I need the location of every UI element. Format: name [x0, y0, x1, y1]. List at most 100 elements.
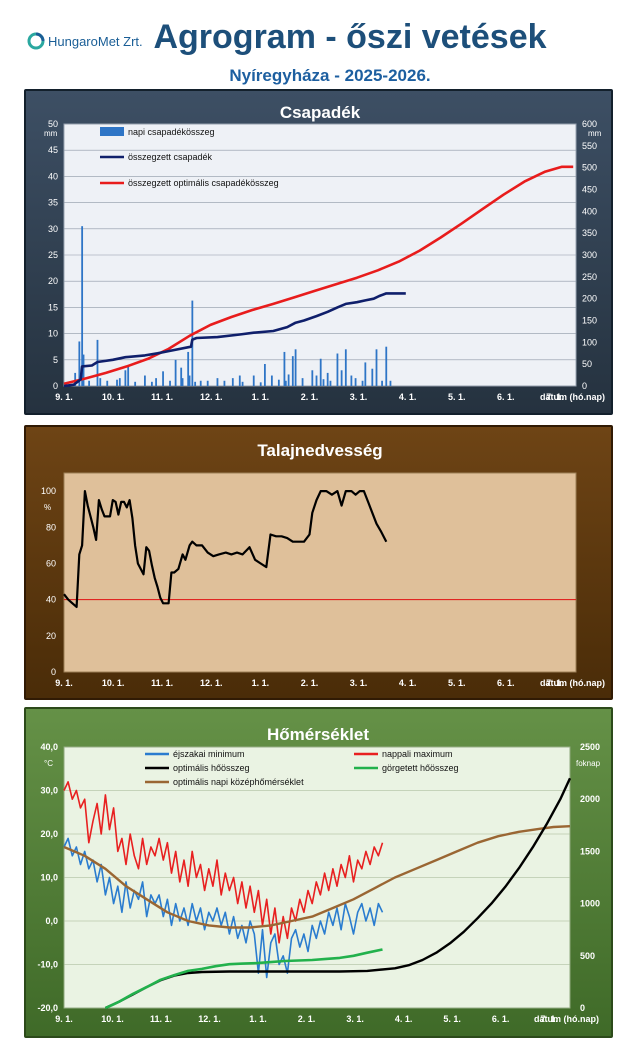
logo-swirl-icon	[27, 32, 45, 50]
precip-daily-bar	[78, 341, 81, 386]
precip-ytick-right: 350	[582, 228, 597, 238]
temp-ytick-right: 0	[580, 1003, 585, 1013]
logo-text: HungaroMet Zrt.	[48, 33, 143, 49]
precip-daily-bar	[74, 372, 77, 386]
soil-ytick: 100	[41, 486, 56, 496]
precip-daily-bar	[375, 349, 378, 386]
precip-daily-bar	[199, 380, 202, 386]
precip-daily-bar	[180, 367, 183, 386]
precip-ylabel-left: mm	[44, 129, 58, 138]
precip-ytick-left: 35	[48, 198, 58, 208]
precip-ytick-left: 5	[53, 355, 58, 365]
precip-daily-bar	[238, 375, 241, 386]
temp-ytick-right: 2500	[580, 742, 600, 752]
tmin-line	[63, 837, 384, 979]
precip-daily-bar	[216, 378, 219, 386]
legend-daily-precip: napi csapadékösszeg	[128, 127, 215, 137]
x-tick-label: 7. 1.	[546, 392, 564, 402]
precip-daily-bar	[311, 370, 314, 386]
legend-optimal-precip: összegzett optimális csapadékösszeg	[128, 178, 279, 188]
soil-ylabel: %	[44, 503, 51, 512]
temp-ytick-left: -10,0	[37, 960, 58, 970]
precip-daily-bar	[270, 375, 273, 386]
logo: HungaroMet Zrt.	[27, 30, 143, 52]
precip-daily-bar	[277, 379, 280, 386]
precip-ytick-left: 15	[48, 302, 58, 312]
precip-daily-bar	[322, 379, 325, 386]
precip-daily-bar	[106, 380, 109, 386]
precip-ytick-left: 0	[53, 381, 58, 391]
temp-ytick-left: 30,0	[40, 786, 58, 796]
precip-daily-bar	[340, 370, 343, 386]
precip-daily-bar	[144, 375, 146, 386]
precip-daily-bar	[287, 374, 290, 386]
precip-daily-bar	[336, 353, 339, 386]
precip-daily-bar	[188, 375, 191, 386]
x-axis-label: dátum (hó.nap)	[540, 392, 605, 402]
x-tick-label: 3. 1.	[350, 392, 368, 402]
temp-title: Hőmérséklet	[267, 725, 369, 744]
precip-ytick-left: 10	[48, 329, 58, 339]
precip-daily-bar	[381, 380, 383, 386]
x-tick-label: 11. 1.	[150, 1014, 172, 1024]
temp-ytick-left: 0,0	[45, 916, 58, 926]
legend-opt-heat: optimális hőösszeg	[173, 763, 250, 773]
x-tick-label: 9. 1.	[55, 1014, 73, 1024]
rolling-heat-sum-line	[104, 948, 383, 1010]
precip-daily-bar	[162, 371, 164, 386]
precip-daily-bar	[81, 226, 84, 386]
precip-daily-bar	[385, 346, 388, 386]
precip-ytick-right: 100	[582, 337, 597, 347]
tmax-line	[63, 781, 384, 944]
x-tick-label: 3. 1.	[350, 678, 368, 688]
precip-daily-bar	[99, 378, 102, 386]
precip-daily-bar	[118, 378, 121, 386]
precip-ytick-right: 600	[582, 119, 597, 129]
temp-ytick-left: 40,0	[40, 742, 58, 752]
temp-ylabel-left: °C	[44, 759, 53, 768]
precip-daily-bar	[206, 380, 209, 386]
x-tick-label: 10. 1.	[102, 392, 125, 402]
legend-swatch-daily	[100, 127, 124, 136]
soil-moisture-line	[63, 490, 388, 608]
x-tick-label: 2. 1.	[298, 1014, 316, 1024]
x-tick-label: 4. 1.	[399, 678, 417, 688]
x-tick-label: 6. 1.	[497, 678, 515, 688]
precip-ytick-left: 50	[48, 119, 58, 129]
precip-daily-bar	[294, 349, 297, 386]
x-tick-label: 9. 1.	[55, 392, 73, 402]
x-tick-label: 7. 1.	[546, 678, 564, 688]
x-tick-label: 12. 1.	[200, 392, 223, 402]
temp-ytick-left: 10,0	[40, 873, 58, 883]
temp-ytick-right: 1500	[580, 846, 600, 856]
x-tick-label: 5. 1.	[448, 678, 466, 688]
precip-ytick-left: 25	[48, 250, 58, 260]
precip-daily-bar	[88, 380, 91, 386]
temp-ytick-left: -20,0	[37, 1003, 58, 1013]
precip-daily-bar	[134, 381, 137, 386]
precip-daily-bar	[223, 380, 226, 386]
legend-opt-mean: optimális napi középhőmérséklet	[173, 777, 304, 787]
precip-daily-bar	[364, 362, 367, 386]
soil-plot-area	[63, 472, 577, 673]
x-tick-label: 12. 1.	[200, 678, 223, 688]
precip-daily-bar	[301, 378, 304, 386]
precip-ytick-right: 0	[582, 381, 587, 391]
x-tick-label: 10. 1.	[102, 678, 125, 688]
precip-daily-bar	[326, 372, 329, 386]
x-tick-label: 6. 1.	[497, 392, 515, 402]
precip-ytick-right: 250	[582, 272, 597, 282]
precip-ytick-right: 150	[582, 316, 597, 326]
legend-rolling-heat: görgetett hőösszeg	[382, 763, 459, 773]
precip-ytick-right: 550	[582, 141, 597, 151]
soil-ytick: 80	[46, 522, 56, 532]
precip-daily-bar	[315, 375, 318, 386]
precip-daily-bar	[263, 363, 266, 386]
precip-ytick-right: 50	[582, 359, 592, 369]
precip-daily-bar	[82, 354, 85, 386]
soil-ytick: 40	[46, 595, 56, 605]
soil-ytick: 60	[46, 558, 56, 568]
page-title: Agrogram - őszi vetések	[153, 18, 547, 56]
precip-daily-bar	[389, 380, 392, 386]
x-tick-label: 5. 1.	[443, 1014, 461, 1024]
